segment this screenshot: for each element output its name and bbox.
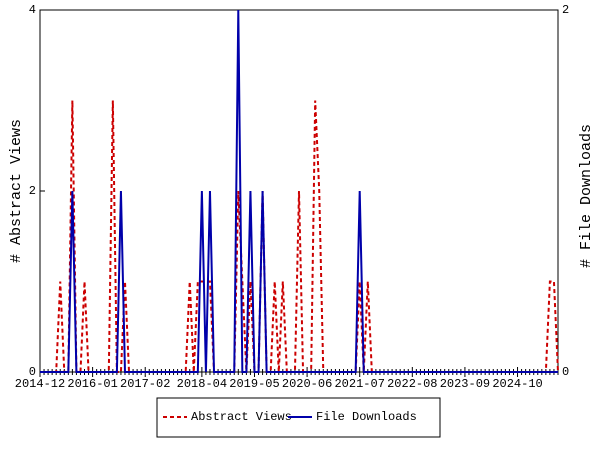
x-tick-label: 2019-05 bbox=[229, 377, 279, 391]
y-tick-label: 2 bbox=[29, 184, 36, 198]
x-tick-label: 2022-08 bbox=[387, 377, 437, 391]
y2-tick-label: 2 bbox=[562, 3, 569, 17]
y-axis-title: # Abstract Views bbox=[8, 119, 25, 263]
legend-label: File Downloads bbox=[316, 410, 417, 424]
x-tick-label: 2024-10 bbox=[492, 377, 542, 391]
y-tick-label: 4 bbox=[29, 3, 36, 17]
legend-label: Abstract Views bbox=[191, 410, 292, 424]
x-tick-label: 2018-04 bbox=[177, 377, 227, 391]
series-line bbox=[40, 100, 559, 373]
x-tick-label: 2017-02 bbox=[120, 377, 170, 391]
x-tick-label: 2023-09 bbox=[440, 377, 490, 391]
y2-tick-label: 0 bbox=[562, 365, 569, 379]
x-tick-label: 2016-01 bbox=[67, 377, 117, 391]
x-tick-label: 2021-07 bbox=[334, 377, 384, 391]
series-line bbox=[40, 9, 558, 373]
y-tick-label: 0 bbox=[29, 365, 36, 379]
y2-axis-title: # File Downloads bbox=[578, 124, 595, 268]
x-tick-label: 2020-06 bbox=[282, 377, 332, 391]
x-tick-label: 2014-12 bbox=[15, 377, 65, 391]
